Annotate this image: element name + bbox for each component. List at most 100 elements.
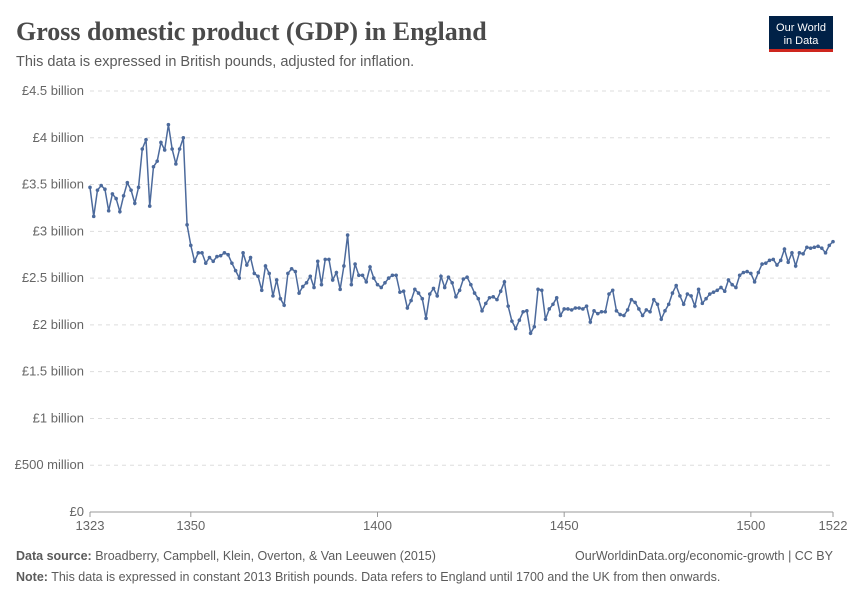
point [301,284,305,289]
point [282,303,286,308]
point [342,264,346,268]
point [334,270,339,275]
url[interactable]: OurWorldinData.org/economic-growth | CC … [575,549,834,563]
point [364,280,369,284]
point [185,222,189,227]
point [383,280,387,285]
point [756,270,761,275]
point [405,306,410,310]
point [431,286,436,291]
point [147,204,152,208]
point [592,309,596,313]
y-tick-label: £500 million [15,457,84,472]
point [454,295,458,299]
point [110,192,115,196]
point [226,252,230,257]
point [629,297,634,302]
point [203,261,208,265]
point [483,301,488,306]
point [413,287,417,292]
point [379,285,384,290]
y-tick-label: £1.5 billion [22,364,84,379]
point [375,282,380,287]
point [547,307,552,311]
point [819,246,824,250]
point [140,147,145,151]
point [476,296,481,301]
point [566,307,570,311]
point [121,193,126,198]
point [562,307,566,311]
point [114,196,118,201]
point [472,291,477,295]
point [644,308,649,312]
note-label: Note: [16,570,48,584]
point [730,282,734,287]
point [177,147,182,151]
point [670,291,675,295]
point [693,304,697,308]
point [689,294,693,298]
source-text: Broadberry, Campbell, Klein, Overton, & … [95,549,436,563]
point [125,180,130,185]
point [715,288,720,293]
point [510,319,514,323]
point [823,251,828,255]
point [666,302,671,307]
point [200,251,204,255]
point [831,239,835,244]
point [663,309,667,313]
point [286,271,290,276]
point [707,292,712,296]
logo-text: in Data [784,35,820,47]
point [416,291,421,295]
point [315,259,320,264]
point [513,326,518,331]
point [155,159,160,163]
point [778,258,783,263]
point [465,275,469,279]
point [129,188,133,192]
point [558,313,563,318]
point [144,137,148,142]
point [371,276,376,280]
point [293,269,298,274]
point [763,261,768,265]
point [719,285,723,290]
point [357,273,361,278]
point [681,302,686,307]
point [398,290,402,294]
point [230,261,234,265]
logo[interactable]: Our World in Data [769,16,833,52]
point [248,255,253,260]
point [349,282,354,287]
point [390,273,395,278]
point [696,287,701,292]
point [786,260,790,265]
point [308,274,313,279]
point [159,140,163,145]
point [118,209,122,214]
point [386,276,391,280]
point [256,274,260,279]
point [450,280,454,285]
point [487,295,492,300]
point [91,214,96,219]
chart-title: Gross domestic product (GDP) in England [16,17,487,46]
point [106,208,111,213]
point [442,285,447,290]
point [543,317,548,322]
point [622,313,626,318]
point [237,276,242,280]
point [603,309,608,314]
point [170,147,174,151]
point [289,266,294,271]
logo-text: Our World [776,22,826,34]
point [741,270,746,275]
point [599,309,604,314]
point [491,295,496,299]
x-tick-label: 1450 [550,518,579,533]
x-tick-label: 1522 [819,518,848,533]
point [330,278,335,282]
